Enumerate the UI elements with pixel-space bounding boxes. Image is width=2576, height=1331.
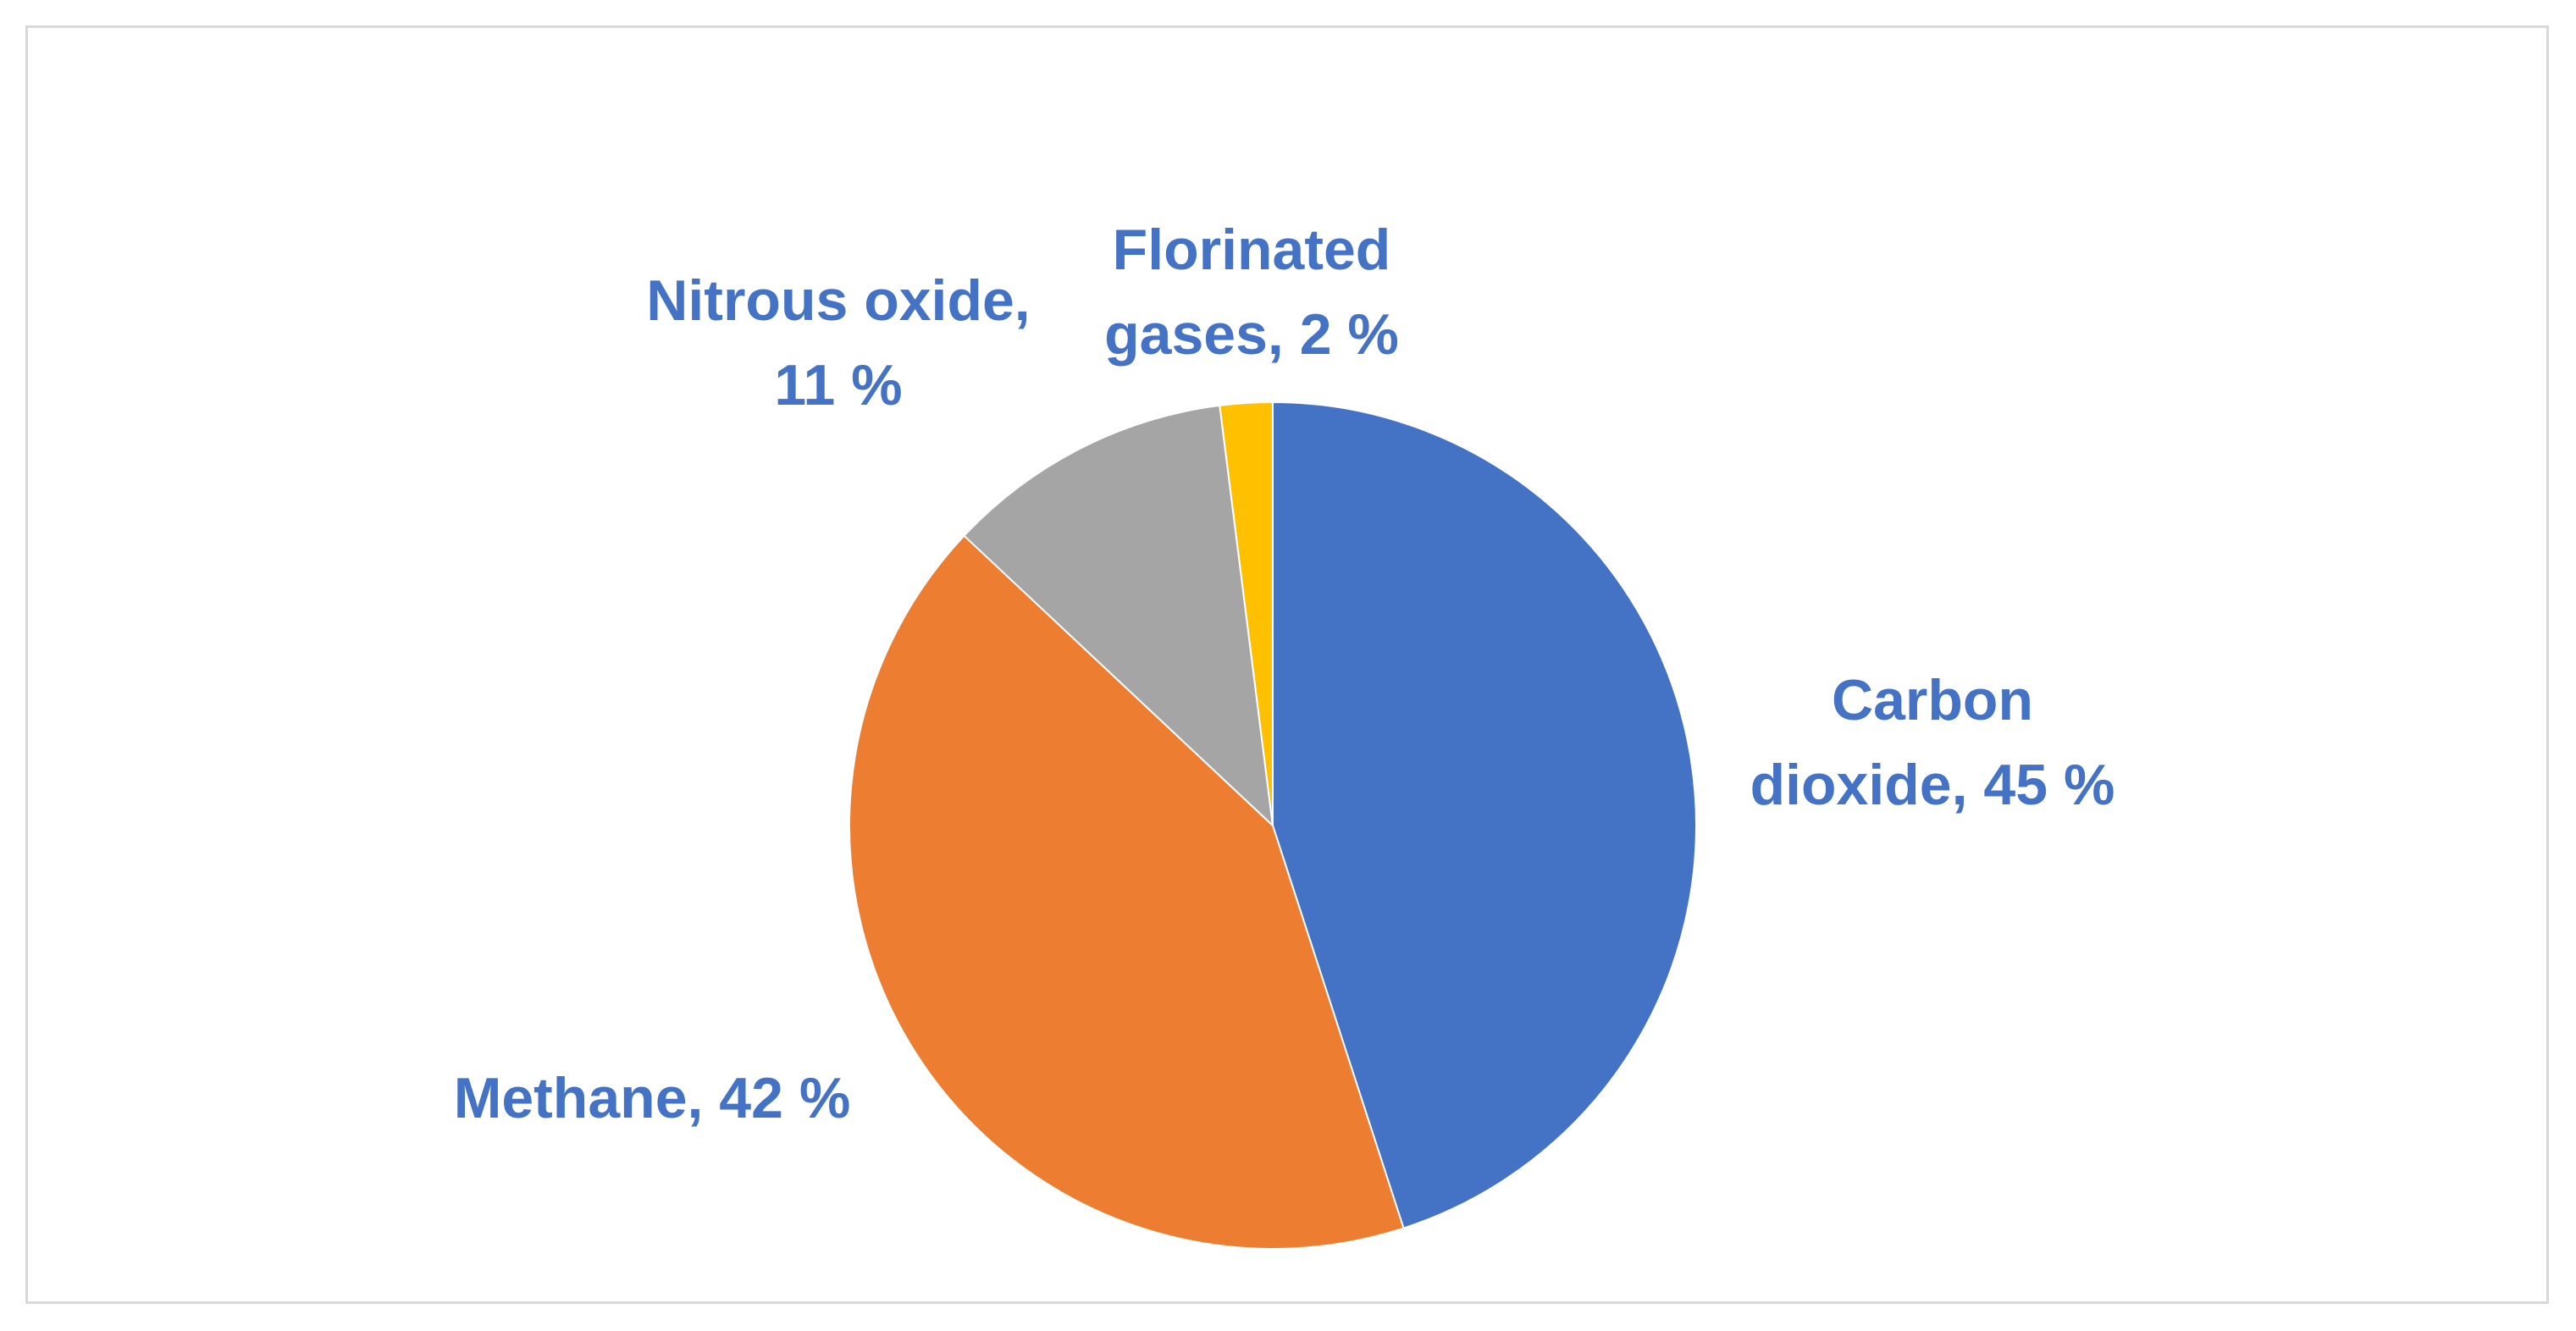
pie-slice-methane	[849, 534, 1405, 1250]
data-label-nitrous-oxide-line: 11 %	[774, 353, 902, 417]
data-label-florinated-gases-line: Florinated	[1113, 218, 1391, 282]
data-label-florinated-gases: Florinated gases, 2 %	[1104, 218, 1399, 367]
data-label-carbon-dioxide: Carbon dioxide, 45 %	[1750, 668, 2115, 817]
data-label-nitrous-oxide-line: Nitrous oxide,	[646, 268, 1030, 333]
data-label-methane: Methane, 42 %	[454, 1066, 851, 1130]
pie-slice-carbon-dioxide	[1272, 400, 1697, 1229]
data-label-florinated-gases-line: gases, 2 %	[1104, 302, 1399, 367]
data-label-methane-line: Methane, 42 %	[454, 1066, 851, 1130]
data-label-carbon-dioxide-line: Carbon	[1832, 668, 2033, 732]
pie-slices	[849, 400, 1697, 1250]
pie-slice-florinated-gases	[1219, 400, 1274, 826]
data-label-carbon-dioxide-line: dioxide, 45 %	[1750, 753, 2115, 817]
data-label-nitrous-oxide: Nitrous oxide, 11 %	[646, 268, 1030, 417]
pie-data-labels: Carbon dioxide, 45 % Methane, 42 % Nitrous …	[454, 218, 2115, 1130]
pie-slice-nitrous-oxide	[963, 404, 1274, 828]
